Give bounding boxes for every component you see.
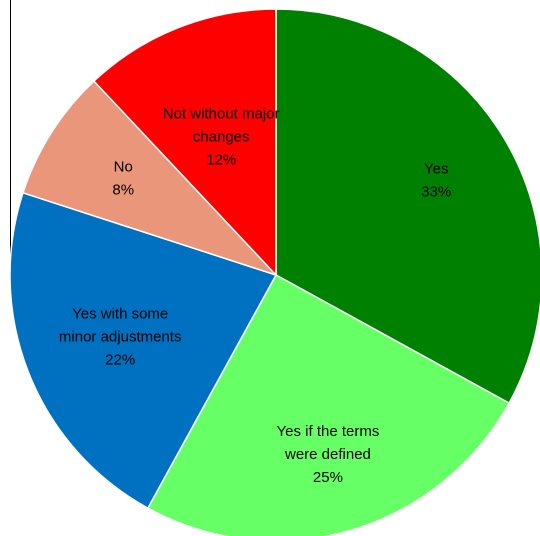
slice-label-1: Yes if the terms were defined 25%	[277, 423, 380, 486]
slice-label-line: 22%	[105, 352, 135, 369]
slice-label-line: changes	[193, 129, 250, 146]
slice-label-line: 8%	[112, 182, 134, 199]
slice-label-line: No	[114, 159, 133, 176]
slice-label-line: 12%	[206, 152, 236, 169]
slice-label-0: Yes 33%	[421, 161, 451, 201]
slice-label-line: minor adjustments	[59, 329, 182, 346]
slice-label-line: Yes if the terms	[277, 423, 380, 440]
pie-slice-1	[146, 273, 511, 536]
slice-label-4: Not without major changes 12%	[163, 106, 280, 169]
slice-label-line: 33%	[421, 184, 451, 201]
slice-label-line: Not without major	[163, 106, 280, 123]
pie-slice-0	[275, 8, 540, 405]
pie-slice-3	[22, 80, 277, 276]
pie-slice-4	[92, 8, 277, 277]
slice-label-2: Yes with some minor adjustments 22%	[59, 306, 182, 369]
pie-slice-2	[9, 191, 278, 510]
left-edge-line	[10, 0, 11, 275]
slice-label-line: Yes	[424, 161, 448, 178]
slice-label-3: No 8%	[112, 159, 134, 199]
slice-label-line: Yes with some	[72, 306, 168, 323]
slice-label-line: 25%	[313, 469, 343, 486]
slice-label-line: were defined	[284, 446, 371, 463]
